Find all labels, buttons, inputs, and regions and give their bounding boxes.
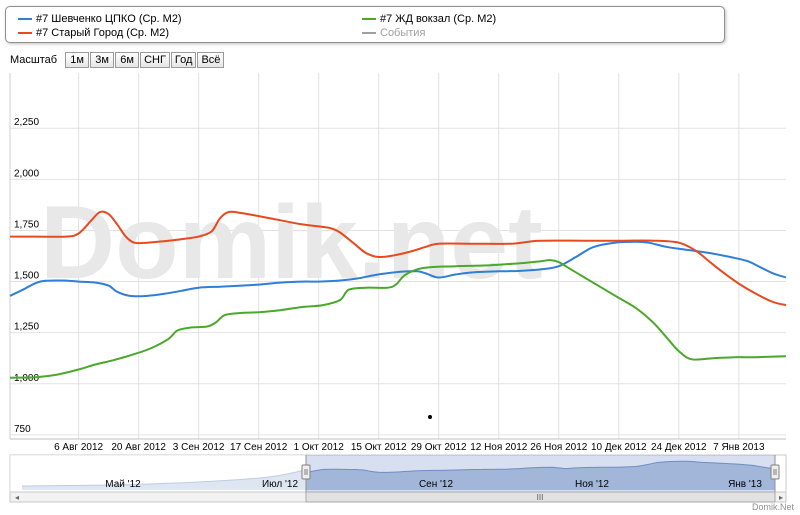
navigator-handle-right[interactable] [770, 464, 780, 480]
zoom-button-3m[interactable]: 3м [90, 52, 115, 68]
chart-legend: #7 Шевченко ЦПКО (Ср. М2) #7 Старый Горо… [5, 6, 725, 43]
legend-swatch-stary-gorod [18, 32, 32, 34]
navigator-selected-range[interactable] [306, 455, 775, 492]
x-tick-label: 12 Ноя 2012 [470, 442, 528, 453]
plot-area-background [10, 73, 786, 439]
y-tick-label: 1,250 [14, 322, 39, 333]
zoom-button-ytd[interactable]: СНГ [140, 52, 170, 68]
scroll-right-arrow-icon[interactable]: ▸ [779, 493, 783, 502]
credit-text: Domik.Net [751, 502, 794, 512]
legend-swatch-events [362, 32, 376, 34]
x-tick-label: 24 Дек 2012 [651, 442, 707, 453]
zoom-button-1m[interactable]: 1м [65, 52, 90, 68]
scroll-left-arrow-icon[interactable]: ◂ [15, 493, 19, 502]
legend-item-zhd-vokzal[interactable]: #7 ЖД вокзал (Ср. М2) [362, 13, 496, 25]
y-tick-label: 2,250 [14, 117, 39, 128]
series-line-1[interactable] [9, 240, 787, 298]
legend-label-stary-gorod: #7 Старый Город (Ср. М2) [36, 27, 170, 39]
x-tick-label: 10 Дек 2012 [591, 442, 647, 453]
navigator-label: Ноя '12 [575, 479, 609, 490]
y-tick-label: 1,500 [14, 271, 39, 282]
zoom-toolbar: Масштаб 1м 3м 6м СНГ Год Всё [10, 52, 225, 68]
x-tick-label: 6 Авг 2012 [54, 442, 103, 453]
legend-item-shevchenko[interactable]: #7 Шевченко ЦПКО (Ср. М2) [18, 13, 182, 25]
x-tick-label: 3 Сен 2012 [173, 442, 225, 453]
legend-label-events: События [380, 27, 426, 39]
legend-swatch-zhd-vokzal [362, 18, 376, 20]
navigator-line [21, 460, 776, 487]
navigator-mask-left [10, 455, 306, 492]
x-tick-label: 20 Авг 2012 [111, 442, 166, 453]
zoom-button-1y[interactable]: Год [170, 52, 197, 68]
navigator-label: Янв '13 [728, 479, 762, 490]
navigator[interactable]: Май '12 Июл '12 Сен '12 Ноя '12 Янв '13 [9, 454, 787, 493]
legend-item-stary-gorod[interactable]: #7 Старый Город (Ср. М2) [18, 27, 169, 39]
navigator-label: Июл '12 [262, 479, 299, 490]
legend-label-shevchenko: #7 Шевченко ЦПКО (Ср. М2) [36, 13, 182, 25]
legend-label-zhd-vokzal: #7 ЖД вокзал (Ср. М2) [380, 13, 497, 25]
navigator-handle-left[interactable] [301, 464, 311, 480]
y-tick-label: 2,000 [14, 168, 39, 179]
x-tick-label: 26 Ноя 2012 [530, 442, 588, 453]
navigator-label: Май '12 [105, 479, 141, 490]
legend-item-events[interactable]: События [362, 27, 425, 39]
event-marker-dot[interactable] [428, 415, 432, 419]
navigator-label: Сен '12 [419, 479, 454, 490]
y-tick-label: 750 [14, 424, 31, 435]
x-tick-label: 15 Окт 2012 [351, 442, 407, 453]
x-tick-label: 17 Сен 2012 [230, 442, 288, 453]
y-tick-label: 1,750 [14, 219, 39, 230]
x-tick-label: 7 Янв 2013 [713, 442, 765, 453]
zoom-button-6m[interactable]: 6м [115, 52, 140, 68]
series-line-2[interactable] [9, 210, 787, 307]
zoom-label: Масштаб [10, 54, 58, 66]
scrollbar[interactable]: III ◂ ▸ [9, 491, 787, 503]
series-line-3[interactable] [9, 259, 787, 379]
scrollbar-thumb[interactable] [305, 491, 776, 503]
x-tick-label: 29 Окт 2012 [411, 442, 467, 453]
scrollbar-grip-icon: III [537, 493, 544, 502]
x-tick-label: 1 Окт 2012 [294, 442, 345, 453]
zoom-button-all[interactable]: Всё [197, 52, 225, 68]
legend-swatch-shevchenko [18, 18, 32, 20]
